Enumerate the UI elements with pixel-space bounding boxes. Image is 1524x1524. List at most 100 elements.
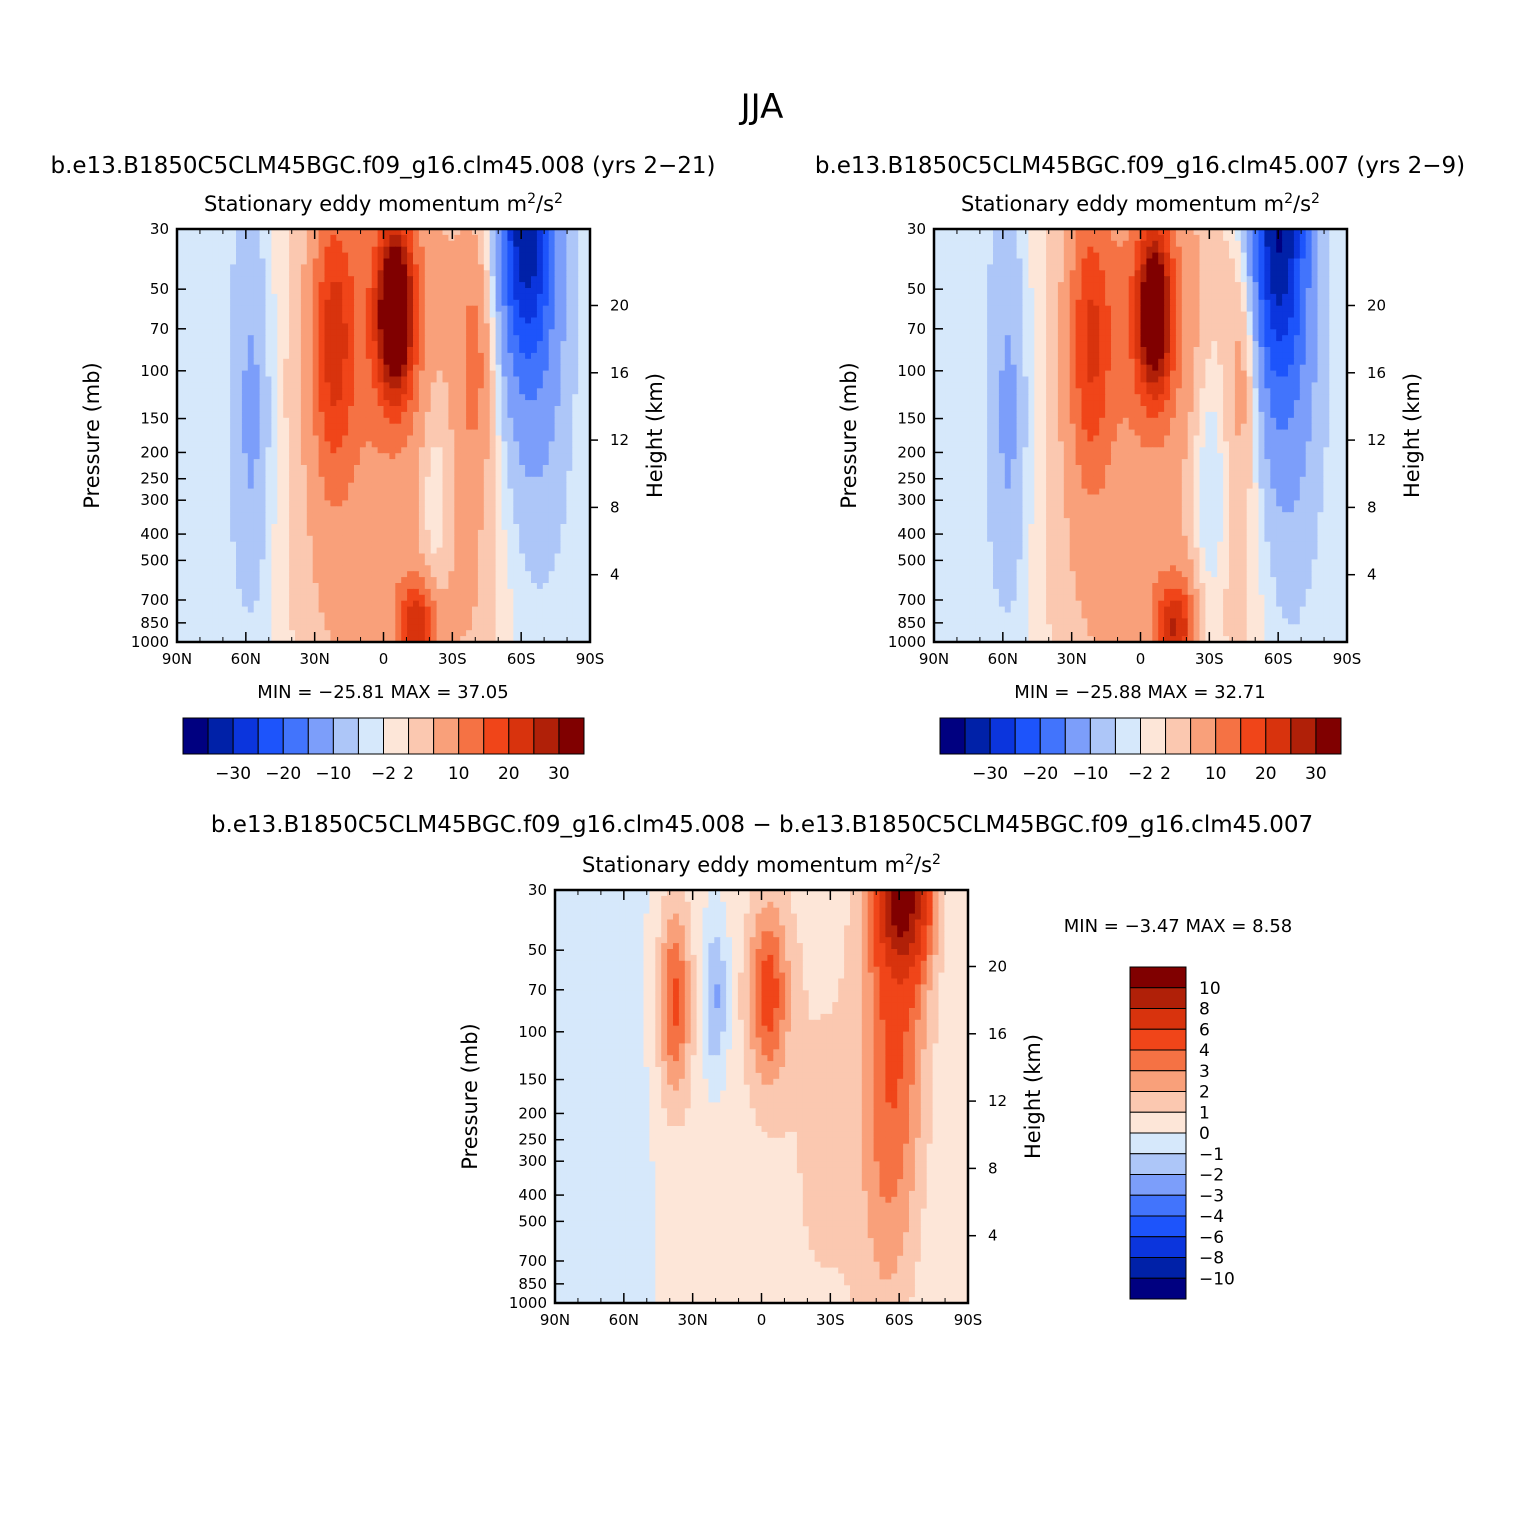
heatmap-cell	[418, 240, 426, 248]
heatmap-cell	[389, 282, 396, 289]
heatmap-cell	[477, 293, 485, 301]
heatmap-cell	[401, 311, 408, 319]
heatmap-cell	[218, 435, 225, 442]
heatmap-cell	[477, 406, 485, 413]
heatmap-cell	[289, 447, 296, 454]
heatmap-cell	[483, 624, 491, 631]
heatmap-cell	[519, 264, 526, 271]
heatmap-cell	[525, 417, 532, 425]
heatmap-cell	[513, 559, 520, 566]
heatmap-cell	[283, 453, 290, 460]
heatmap-cell	[513, 364, 520, 372]
heatmap-cell	[247, 453, 255, 460]
heatmap-cell	[336, 376, 343, 383]
heatmap-cell	[306, 541, 314, 549]
heatmap-cell	[507, 636, 514, 643]
heatmap-cell	[489, 252, 497, 260]
case-title: b.e13.B1850C5CLM45BGC.f09_g16.clm45.008 …	[51, 153, 716, 179]
heatmap-cell	[312, 429, 320, 437]
heatmap-cell	[253, 453, 261, 460]
heatmap-cell	[188, 571, 196, 578]
heatmap-cell	[265, 288, 272, 295]
heatmap-cell	[247, 411, 255, 419]
heatmap-cell	[200, 317, 208, 324]
heatmap-cell	[383, 258, 390, 265]
heatmap-cell	[218, 547, 225, 555]
heatmap-cell	[188, 376, 196, 383]
heatmap-cell	[418, 447, 426, 454]
heatmap-cell	[383, 400, 390, 407]
heatmap-cell	[507, 276, 514, 283]
heatmap-cell	[407, 500, 414, 507]
heatmap-cell	[501, 347, 508, 354]
heatmap-cell	[236, 535, 243, 543]
heatmap-cell	[519, 358, 526, 366]
heatmap-cell	[365, 370, 373, 378]
heatmap-cell	[554, 423, 562, 431]
heatmap-cell	[365, 423, 373, 431]
heatmap-cell	[300, 376, 308, 383]
heatmap-cell	[578, 400, 585, 407]
heatmap-cell	[253, 482, 261, 490]
heatmap-cell	[460, 411, 467, 419]
heatmap-cell	[572, 394, 579, 401]
heatmap-cell	[477, 583, 485, 590]
heatmap-cell	[578, 435, 585, 442]
heatmap-cell	[354, 594, 361, 602]
heatmap-cell	[259, 518, 267, 525]
heatmap-cell	[454, 518, 461, 525]
heatmap-cell	[300, 459, 308, 466]
heatmap-cell	[454, 488, 461, 496]
heatmap-cell	[194, 411, 202, 419]
heatmap-cell	[383, 293, 390, 301]
heatmap-cell	[188, 347, 196, 354]
heatmap-cell	[312, 476, 320, 484]
heatmap-cell	[584, 594, 591, 602]
heatmap-cell	[348, 406, 355, 413]
heatmap-cell	[265, 553, 272, 560]
heatmap-cell	[536, 500, 544, 507]
heatmap-cell	[283, 577, 290, 584]
heatmap-cell	[182, 370, 190, 378]
heatmap-cell	[253, 305, 261, 313]
heatmap-cell	[212, 305, 219, 313]
heatmap-cell	[359, 541, 367, 549]
heatmap-cell	[454, 417, 461, 425]
heatmap-cell	[525, 311, 532, 319]
heatmap-cell	[495, 264, 503, 271]
heatmap-cell	[182, 588, 190, 596]
heatmap-cell	[501, 258, 508, 265]
heatmap-cell	[265, 423, 272, 431]
heatmap-cell	[542, 583, 550, 590]
heatmap-cell	[212, 311, 219, 319]
heatmap-cell	[365, 606, 373, 614]
heatmap-cell	[430, 370, 438, 378]
heatmap-cell	[407, 583, 414, 590]
heatmap-cell	[365, 435, 373, 442]
heatmap-cell	[377, 482, 385, 490]
heatmap-cell	[218, 305, 225, 313]
heatmap-cell	[312, 282, 320, 289]
heatmap-cell	[277, 400, 284, 407]
heatmap-cell	[401, 423, 408, 431]
heatmap-cell	[584, 370, 591, 378]
heatmap-cell	[377, 494, 385, 501]
heatmap-cell	[525, 630, 532, 637]
heatmap-cell	[460, 335, 467, 342]
heatmap-cell	[359, 282, 367, 289]
heatmap-cell	[218, 529, 225, 537]
heatmap-cell	[230, 618, 237, 625]
heatmap-cell	[566, 229, 573, 236]
heatmap-cell	[477, 252, 485, 260]
heatmap-cell	[430, 299, 438, 307]
heatmap-cell	[224, 246, 231, 254]
heatmap-cell	[200, 459, 208, 466]
heatmap-cell	[466, 583, 473, 590]
heatmap-cell	[330, 411, 337, 419]
heatmap-cell	[584, 311, 591, 319]
heatmap-cell	[454, 524, 461, 531]
heatmap-cell	[236, 293, 243, 301]
heatmap-cell	[578, 276, 585, 283]
heatmap-cell	[495, 246, 503, 254]
heatmap-cell	[289, 264, 296, 271]
